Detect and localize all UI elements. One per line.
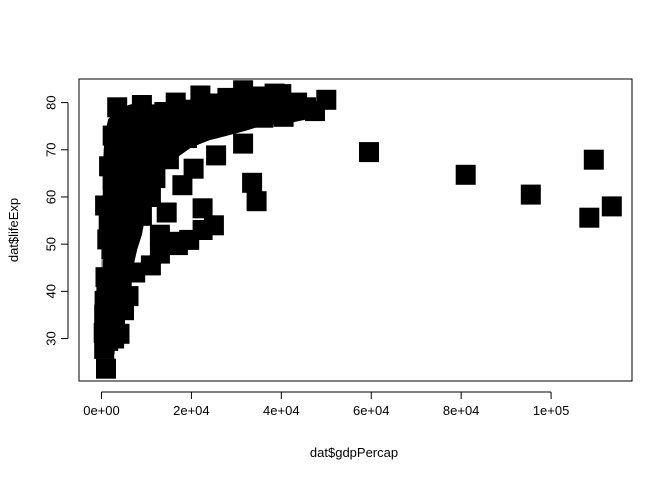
data-point [246,191,267,212]
data-point [583,149,604,170]
data-point [136,137,157,158]
data-point [190,85,211,106]
data-point [96,358,116,379]
data-point [114,217,134,238]
x-tick-label: 2e+04 [173,403,210,418]
data-point [97,297,118,318]
x-axis: 0e+00 2e+04 4e+04 6e+04 8e+04 1e+05 [83,391,570,418]
data-point [183,158,204,179]
data-point [104,328,125,349]
y-tick-label: 60 [43,190,58,204]
data-point [109,241,130,262]
data-point [158,149,179,170]
data-point [125,262,146,283]
x-tick-label: 1e+05 [533,403,570,418]
data-point [359,142,379,163]
x-tick-label: 8e+04 [443,403,480,418]
data-point [203,215,224,236]
data-point [248,86,269,107]
data-point [149,224,170,245]
data-point [123,106,143,127]
y-tick-label: 40 [43,284,58,298]
x-tick-label: 6e+04 [353,403,390,418]
data-point [172,175,193,196]
x-tick-label: 0e+00 [83,403,120,418]
points-layer [93,80,622,379]
data-point [601,196,622,217]
data-point [105,158,125,179]
data-point [129,196,150,217]
data-point [120,139,141,160]
data-point [156,202,177,223]
data-point [264,83,285,104]
data-point [95,195,116,216]
y-tick-label: 50 [43,237,58,251]
data-point [233,133,254,154]
y-axis-title: dat$lifeExp [6,198,21,262]
data-point [316,89,337,110]
data-point [242,172,263,193]
data-point [154,120,175,141]
data-point [107,97,128,118]
y-tick-label: 30 [43,331,58,345]
y-tick-label: 80 [43,95,58,109]
data-point [296,97,316,118]
x-axis-title: dat$gdpPercap [310,445,398,460]
data-point [221,91,242,112]
plot-frame [78,78,633,382]
x-tick-label: 4e+04 [263,403,300,418]
data-point [154,102,175,122]
data-point [455,164,476,185]
y-tick-label: 70 [43,143,58,157]
data-point [172,110,193,131]
dense-point-cloud [101,90,327,353]
data-point [520,184,541,205]
data-point [192,198,213,219]
data-point [206,145,227,166]
y-axis: 30 40 50 60 70 80 [43,95,69,346]
data-point [197,118,218,139]
data-point [176,128,197,148]
data-point [579,207,600,228]
